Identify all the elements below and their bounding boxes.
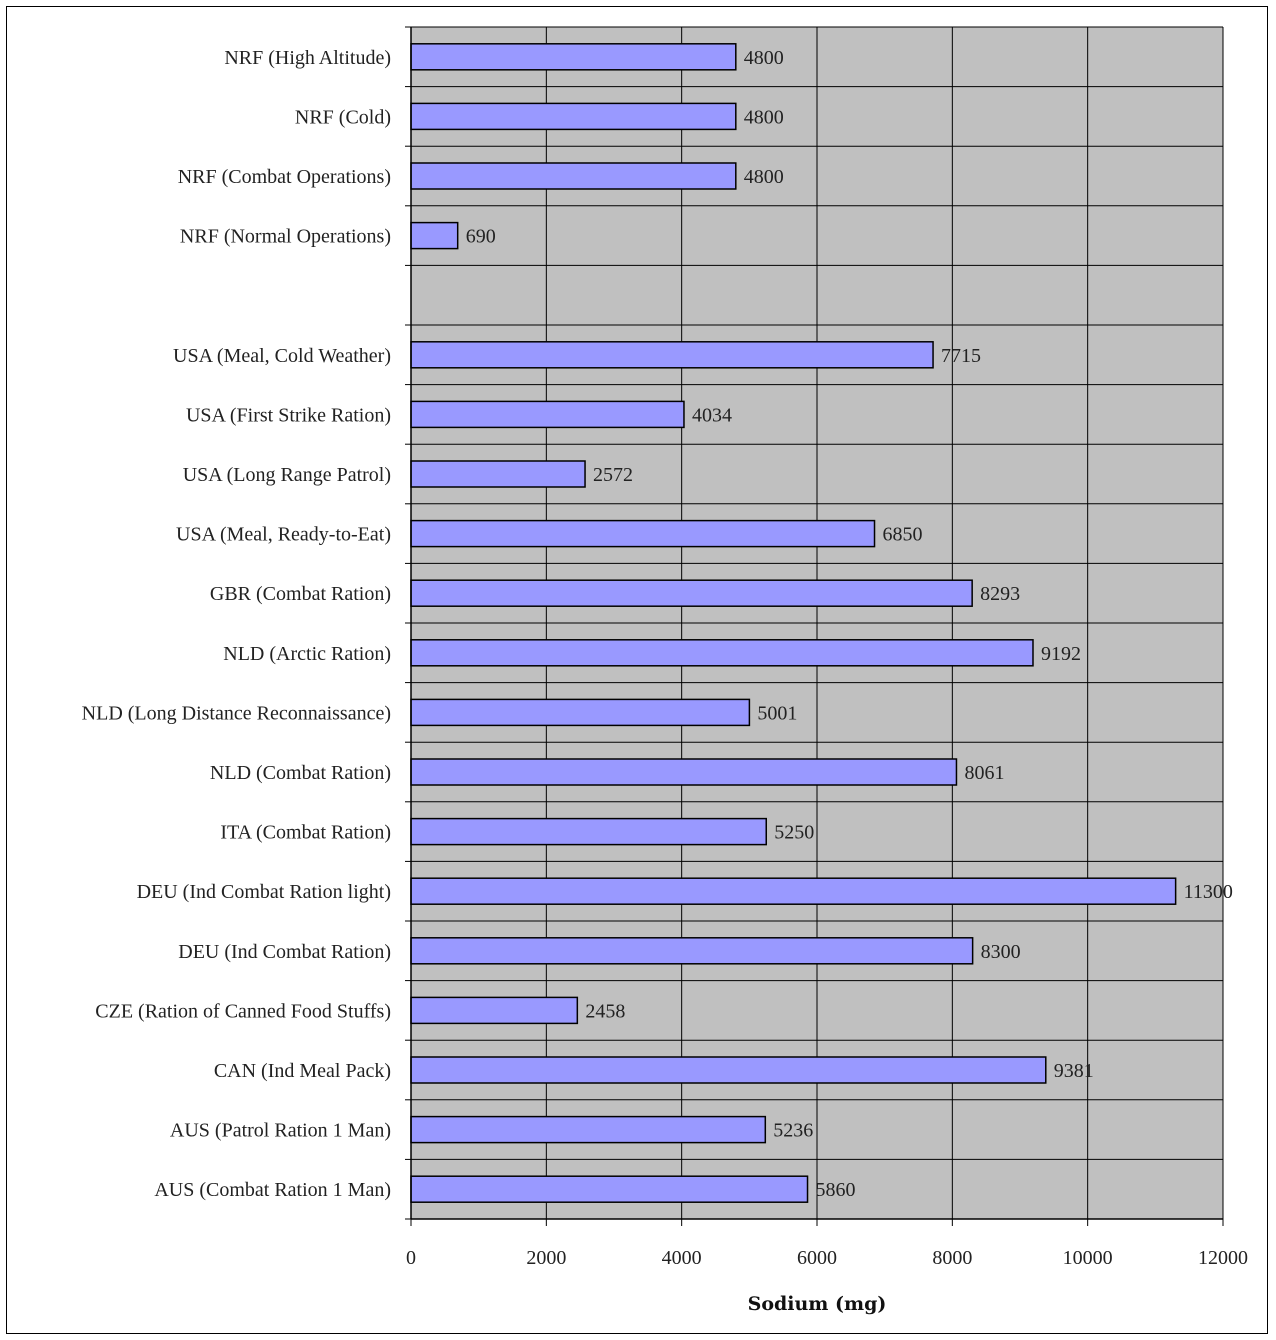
value-label: 4034 (692, 404, 732, 426)
category-label: NRF (High Altitude) (224, 47, 391, 69)
category-label: NRF (Normal Operations) (180, 226, 391, 248)
bar (410, 400, 685, 429)
bars (410, 43, 1177, 1203)
category-label: NLD (Combat Ration) (210, 762, 391, 784)
value-label: 9381 (1054, 1060, 1094, 1082)
x-tick-label: 0 (406, 1247, 416, 1269)
bar (410, 1056, 1047, 1084)
category-label: ITA (Combat Ration) (220, 822, 391, 844)
category-label: NRF (Combat Operations) (178, 166, 391, 188)
bar (410, 460, 586, 488)
value-label: 5001 (757, 702, 797, 724)
value-label: 8061 (964, 762, 1004, 784)
value-label: 5236 (773, 1120, 813, 1142)
bar (410, 221, 459, 250)
value-label: 11300 (1184, 881, 1233, 903)
bar (410, 996, 579, 1025)
x-axis-title: Sodium (mg) (748, 1293, 887, 1315)
value-label: 4800 (744, 166, 784, 188)
bar (410, 102, 737, 131)
category-label: AUS (Patrol Ration 1 Man) (170, 1120, 391, 1142)
category-label: NLD (Long Distance Reconnaissance) (82, 702, 391, 724)
category-label: USA (First Strike Ration) (186, 404, 391, 426)
category-label: AUS (Combat Ration 1 Man) (154, 1179, 391, 1201)
value-label: 690 (466, 226, 496, 248)
x-tick-label: 6000 (797, 1247, 837, 1269)
value-label: 4800 (744, 47, 784, 69)
bar (410, 341, 934, 369)
x-tick-label: 8000 (932, 1247, 972, 1269)
x-tick-label: 2000 (526, 1247, 566, 1269)
category-label: USA (Meal, Cold Weather) (173, 345, 391, 367)
category-label: NRF (Cold) (295, 106, 391, 128)
category-label: USA (Meal, Ready-to-Eat) (176, 524, 391, 546)
bar (410, 698, 751, 727)
value-label: 2458 (585, 1000, 625, 1022)
bar (410, 162, 737, 190)
labels: NRF (High Altitude) 4800 NRF (Cold) 4800 NRF… (82, 47, 1248, 1269)
bar (410, 817, 767, 846)
gridlines (410, 26, 1224, 1220)
x-tick-label: 12000 (1198, 1247, 1248, 1269)
x-tick-label: 10000 (1063, 1247, 1113, 1269)
bar (410, 758, 958, 786)
bar (410, 1175, 809, 1203)
bar (410, 43, 737, 71)
bar (410, 1115, 767, 1144)
value-label: 8293 (980, 583, 1020, 605)
category-label: GBR (Combat Ration) (210, 583, 391, 605)
category-label: USA (Long Range Patrol) (183, 464, 391, 486)
value-label: 2572 (593, 464, 633, 486)
bar-chart: NRF (High Altitude) 4800 NRF (Cold) 4800 NRF… (82, 26, 1248, 1315)
bar (410, 519, 876, 548)
value-label: 6850 (883, 524, 923, 546)
bar (410, 937, 974, 965)
value-label: 5860 (816, 1179, 856, 1201)
value-label: 7715 (941, 345, 981, 367)
x-tick-label: 4000 (662, 1247, 702, 1269)
value-label: 9192 (1041, 643, 1081, 665)
bar (410, 639, 1034, 667)
value-label: 4800 (744, 106, 784, 128)
bar (410, 579, 973, 607)
chart-frame: NRF (High Altitude) 4800 NRF (Cold) 4800 NRF… (6, 6, 1268, 1334)
category-label: NLD (Arctic Ration) (223, 643, 391, 665)
axes (405, 26, 1224, 1226)
bar (410, 877, 1177, 905)
category-label: CZE (Ration of Canned Food Stuffs) (95, 1000, 391, 1022)
category-label: CAN (Ind Meal Pack) (214, 1060, 391, 1082)
category-label: DEU (Ind Combat Ration) (178, 941, 391, 963)
value-label: 5250 (774, 822, 814, 844)
category-label: DEU (Ind Combat Ration light) (137, 881, 391, 903)
value-label: 8300 (981, 941, 1021, 963)
